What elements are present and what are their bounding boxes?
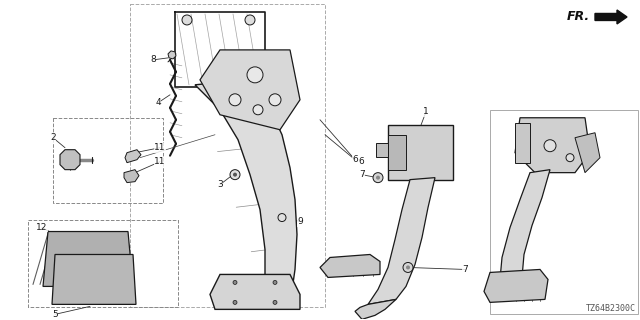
Circle shape	[229, 94, 241, 106]
Bar	[490, 110, 638, 314]
Bar	[130, 4, 325, 308]
Circle shape	[373, 173, 383, 183]
Polygon shape	[368, 178, 435, 304]
Polygon shape	[388, 125, 453, 180]
Text: 3: 3	[217, 180, 223, 189]
Text: TZ64B2300C: TZ64B2300C	[586, 304, 636, 313]
Circle shape	[566, 154, 574, 162]
Text: 1: 1	[423, 107, 429, 116]
Circle shape	[182, 15, 192, 25]
Polygon shape	[210, 275, 300, 309]
Polygon shape	[43, 232, 133, 286]
Polygon shape	[200, 50, 300, 130]
Text: 11: 11	[154, 143, 166, 152]
Circle shape	[278, 213, 286, 221]
Circle shape	[233, 280, 237, 284]
Polygon shape	[168, 51, 176, 59]
Circle shape	[253, 105, 263, 115]
Polygon shape	[355, 300, 396, 319]
Circle shape	[233, 300, 237, 304]
Circle shape	[376, 176, 380, 180]
Bar	[28, 220, 178, 308]
Polygon shape	[195, 80, 297, 308]
Polygon shape	[498, 170, 550, 300]
Polygon shape	[484, 269, 548, 302]
Text: 12: 12	[36, 223, 48, 232]
Circle shape	[230, 170, 240, 180]
Circle shape	[273, 280, 277, 284]
Circle shape	[245, 15, 255, 25]
Text: FR.: FR.	[567, 11, 590, 23]
Circle shape	[406, 266, 410, 269]
Text: 8: 8	[150, 55, 156, 64]
Polygon shape	[320, 254, 380, 277]
Polygon shape	[60, 150, 80, 170]
Circle shape	[544, 140, 556, 152]
Text: 11: 11	[154, 157, 166, 166]
Circle shape	[269, 94, 281, 106]
Circle shape	[273, 300, 277, 304]
Text: 7: 7	[462, 265, 468, 274]
Circle shape	[247, 67, 263, 83]
FancyArrow shape	[595, 10, 627, 24]
Text: 7: 7	[359, 170, 365, 179]
Polygon shape	[124, 170, 139, 183]
Circle shape	[403, 262, 413, 272]
Polygon shape	[575, 133, 600, 173]
Polygon shape	[388, 135, 406, 170]
Circle shape	[233, 173, 237, 177]
Polygon shape	[515, 118, 590, 173]
Polygon shape	[515, 123, 530, 163]
Polygon shape	[376, 143, 388, 157]
Text: 6: 6	[358, 157, 364, 166]
Text: 5: 5	[52, 310, 58, 319]
Bar	[53, 118, 163, 203]
Polygon shape	[125, 150, 141, 163]
Text: 2: 2	[50, 133, 56, 142]
Text: 6: 6	[352, 155, 358, 164]
Text: 4: 4	[155, 98, 161, 107]
Text: 9: 9	[297, 217, 303, 226]
Polygon shape	[52, 254, 136, 304]
